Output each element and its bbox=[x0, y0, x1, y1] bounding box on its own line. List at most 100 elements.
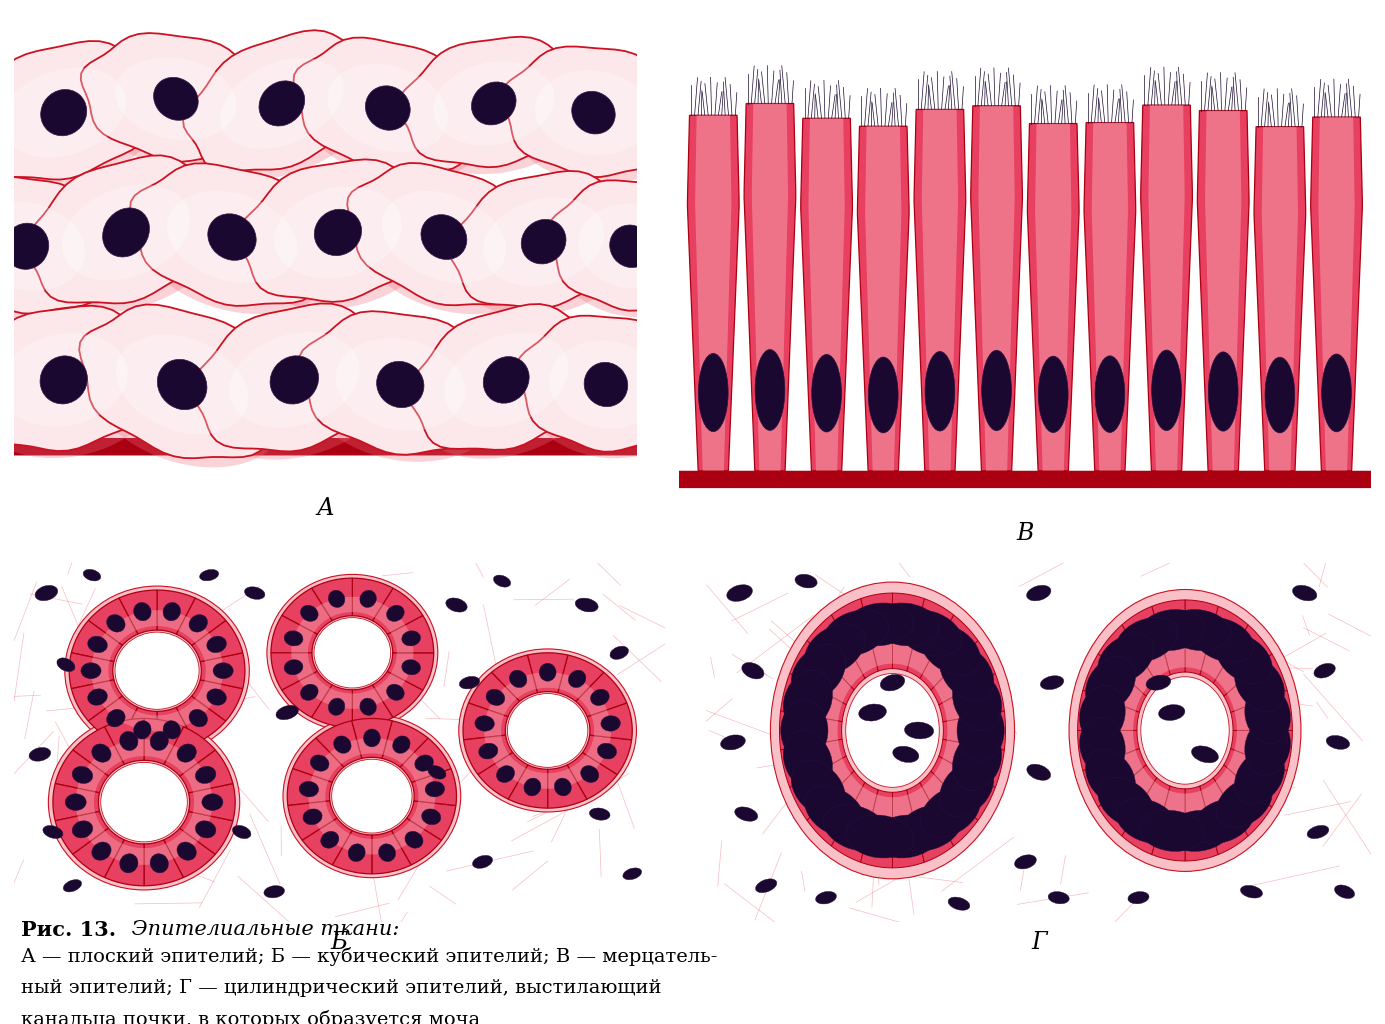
Ellipse shape bbox=[428, 765, 446, 779]
Ellipse shape bbox=[382, 191, 506, 283]
Ellipse shape bbox=[163, 721, 180, 739]
Polygon shape bbox=[508, 765, 547, 808]
Ellipse shape bbox=[734, 807, 758, 821]
Polygon shape bbox=[920, 771, 978, 846]
Ellipse shape bbox=[554, 778, 572, 796]
Polygon shape bbox=[382, 721, 428, 767]
Polygon shape bbox=[93, 681, 119, 709]
Ellipse shape bbox=[496, 766, 515, 782]
Polygon shape bbox=[0, 41, 161, 179]
Ellipse shape bbox=[107, 710, 125, 727]
Polygon shape bbox=[283, 672, 332, 718]
Polygon shape bbox=[1101, 699, 1136, 730]
Ellipse shape bbox=[1127, 892, 1150, 904]
Ellipse shape bbox=[881, 675, 904, 691]
Polygon shape bbox=[53, 783, 100, 821]
Ellipse shape bbox=[133, 169, 338, 314]
Polygon shape bbox=[352, 685, 393, 727]
Ellipse shape bbox=[245, 587, 265, 599]
Polygon shape bbox=[909, 786, 940, 834]
Ellipse shape bbox=[756, 879, 777, 893]
Polygon shape bbox=[933, 758, 972, 801]
Ellipse shape bbox=[1208, 352, 1238, 431]
Ellipse shape bbox=[770, 582, 1015, 879]
Ellipse shape bbox=[195, 309, 400, 460]
Ellipse shape bbox=[107, 614, 125, 632]
Polygon shape bbox=[1186, 629, 1210, 671]
Ellipse shape bbox=[590, 808, 609, 820]
Ellipse shape bbox=[1116, 617, 1177, 663]
Polygon shape bbox=[292, 738, 343, 782]
Ellipse shape bbox=[199, 569, 219, 581]
Ellipse shape bbox=[314, 209, 361, 256]
Polygon shape bbox=[130, 164, 335, 306]
Polygon shape bbox=[271, 615, 317, 653]
Polygon shape bbox=[291, 653, 314, 681]
Polygon shape bbox=[129, 610, 157, 631]
Polygon shape bbox=[312, 685, 352, 727]
Ellipse shape bbox=[1216, 777, 1273, 827]
Polygon shape bbox=[978, 105, 1015, 471]
Ellipse shape bbox=[846, 815, 914, 858]
Ellipse shape bbox=[1040, 676, 1064, 689]
Ellipse shape bbox=[241, 165, 442, 309]
Polygon shape bbox=[942, 740, 979, 775]
Ellipse shape bbox=[896, 610, 961, 656]
Polygon shape bbox=[1224, 653, 1287, 713]
Polygon shape bbox=[825, 774, 863, 820]
Polygon shape bbox=[1152, 600, 1186, 675]
Ellipse shape bbox=[327, 65, 449, 152]
Ellipse shape bbox=[1086, 656, 1136, 712]
Ellipse shape bbox=[0, 181, 122, 321]
Ellipse shape bbox=[28, 162, 230, 312]
Ellipse shape bbox=[133, 602, 151, 621]
Ellipse shape bbox=[1152, 350, 1181, 430]
Circle shape bbox=[267, 574, 438, 731]
Polygon shape bbox=[1186, 600, 1219, 675]
Ellipse shape bbox=[939, 760, 994, 817]
Polygon shape bbox=[695, 116, 731, 471]
Ellipse shape bbox=[535, 71, 652, 155]
Ellipse shape bbox=[91, 743, 111, 762]
Polygon shape bbox=[1186, 791, 1210, 833]
Polygon shape bbox=[374, 604, 406, 633]
Ellipse shape bbox=[296, 43, 486, 182]
Polygon shape bbox=[907, 782, 954, 862]
Polygon shape bbox=[352, 579, 393, 621]
Ellipse shape bbox=[62, 184, 190, 281]
Polygon shape bbox=[809, 119, 845, 471]
Polygon shape bbox=[90, 830, 122, 859]
Polygon shape bbox=[1231, 690, 1292, 730]
Ellipse shape bbox=[202, 794, 223, 810]
Polygon shape bbox=[558, 655, 604, 701]
Polygon shape bbox=[163, 727, 215, 776]
Polygon shape bbox=[807, 614, 866, 690]
Polygon shape bbox=[78, 763, 105, 792]
Ellipse shape bbox=[40, 356, 87, 403]
Polygon shape bbox=[867, 795, 892, 838]
Polygon shape bbox=[807, 771, 866, 846]
Polygon shape bbox=[568, 753, 618, 799]
Polygon shape bbox=[352, 597, 382, 617]
Ellipse shape bbox=[1234, 656, 1284, 712]
Circle shape bbox=[283, 715, 461, 878]
Polygon shape bbox=[506, 674, 536, 698]
Ellipse shape bbox=[1141, 677, 1230, 784]
Polygon shape bbox=[90, 745, 122, 773]
Polygon shape bbox=[179, 616, 209, 643]
Polygon shape bbox=[922, 640, 960, 687]
Ellipse shape bbox=[87, 636, 108, 652]
Polygon shape bbox=[73, 828, 125, 878]
Polygon shape bbox=[867, 624, 892, 667]
Ellipse shape bbox=[949, 897, 969, 910]
Polygon shape bbox=[907, 599, 954, 679]
Polygon shape bbox=[939, 674, 1004, 722]
Text: канальца почки, в которых образуется моча: канальца почки, в которых образуется моч… bbox=[21, 1011, 479, 1024]
Ellipse shape bbox=[795, 574, 817, 588]
Ellipse shape bbox=[1314, 664, 1335, 678]
Polygon shape bbox=[547, 765, 587, 808]
Ellipse shape bbox=[421, 215, 467, 259]
Polygon shape bbox=[195, 633, 222, 660]
Polygon shape bbox=[205, 657, 223, 684]
Polygon shape bbox=[1078, 730, 1140, 771]
